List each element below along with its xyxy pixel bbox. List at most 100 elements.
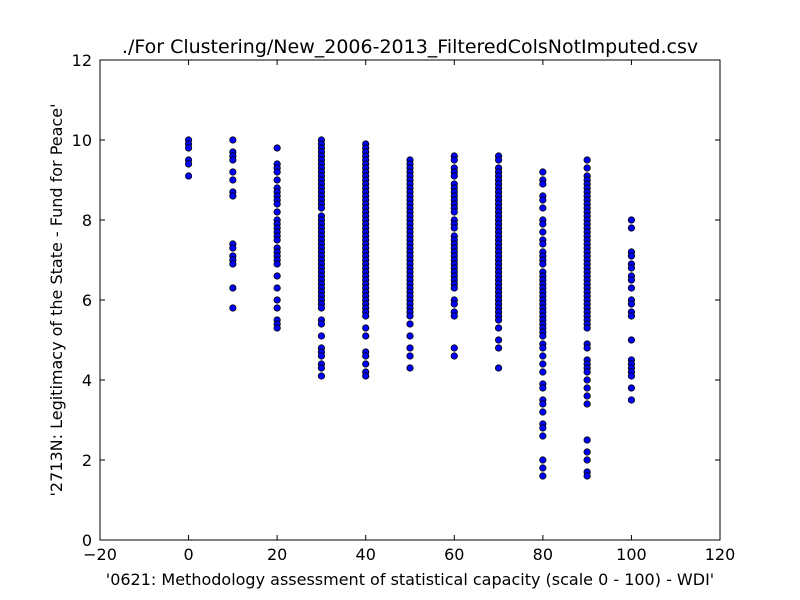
data-point [362,312,370,320]
data-point [273,200,281,208]
y-tick-label: 12 [72,51,92,70]
data-point [406,352,414,360]
data-point [229,136,237,144]
x-tick-label: 60 [444,545,464,564]
x-tick-label: −20 [83,545,117,564]
y-tick-label: 0 [82,531,92,550]
data-point [273,176,281,184]
data-point [627,384,636,392]
data-point [184,144,193,152]
data-point [450,344,458,352]
data-point [627,216,636,224]
data-point [539,408,547,416]
data-point [229,284,237,292]
data-point [273,168,281,176]
data-point [539,384,547,392]
data-point [273,324,281,332]
data-point [317,352,326,360]
data-point [583,436,591,444]
data-point [406,320,414,328]
data-point [317,304,326,312]
chart-title: ./For Clustering/New_2006-2013_FilteredC… [122,36,698,58]
data-point [494,156,503,164]
data-point [406,344,414,352]
data-point [494,336,503,344]
x-tick-label: 20 [267,545,287,564]
x-tick-label: 80 [533,545,553,564]
data-point [273,144,281,152]
data-point [494,316,503,324]
data-point [539,168,547,176]
data-point [539,368,547,376]
data-point [539,352,547,360]
data-point [627,276,636,284]
data-point [317,364,326,372]
data-point [539,432,547,440]
data-point [273,272,281,280]
data-point [406,364,414,372]
data-point [583,472,591,480]
data-point [229,304,237,312]
data-point [627,372,636,380]
x-axis-label: '0621: Methodology assessment of statist… [106,570,714,589]
data-point [184,172,193,180]
y-axis-label: '2713N: Legitimacy of the State - Fund f… [47,104,66,497]
data-point [229,192,237,200]
data-point [229,176,237,184]
data-point [450,172,458,180]
data-point [539,344,547,352]
data-point [317,320,326,328]
data-point [627,264,636,272]
data-point [539,196,547,204]
data-point [583,368,591,376]
data-point [406,332,414,340]
data-point [406,312,414,320]
data-point [539,456,547,464]
data-point [273,208,281,216]
y-tick-label: 2 [82,451,92,470]
data-point [627,300,636,308]
data-point [362,360,370,368]
x-tick-label: 100 [616,545,647,564]
data-point [583,384,591,392]
data-point [539,204,547,212]
data-point [273,284,281,292]
data-point [450,352,458,360]
data-point [229,260,237,268]
data-point [273,236,281,244]
data-point [583,400,591,408]
data-point [362,352,370,360]
data-point [450,208,458,216]
data-point [539,400,547,408]
data-point [539,360,547,368]
data-point [229,168,237,176]
data-point [583,392,591,400]
data-point [273,260,281,268]
data-point [317,332,326,340]
data-point [539,464,547,472]
data-point [539,180,547,188]
data-point [494,364,503,372]
data-point [494,324,503,332]
data-point [450,284,458,292]
data-point [494,344,503,352]
data-point [539,220,547,228]
x-tick-label: 0 [183,545,193,564]
data-point [627,312,636,320]
data-point [583,344,591,352]
data-point [627,284,636,292]
data-point [627,224,636,232]
data-point [450,224,458,232]
data-point [450,300,458,308]
data-point [627,336,636,344]
data-point [583,456,591,464]
y-tick-label: 8 [82,211,92,230]
data-point [627,252,636,260]
data-point [273,296,281,304]
data-point [362,332,370,340]
points-layer [184,136,636,480]
data-point [627,396,636,404]
data-point [362,324,370,332]
y-tick-label: 4 [82,371,92,390]
